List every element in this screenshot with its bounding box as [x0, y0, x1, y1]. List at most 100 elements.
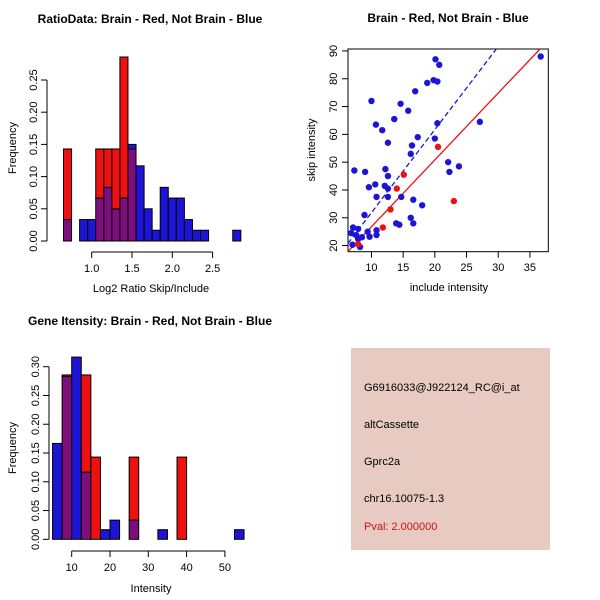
- gene-intensity-plot-area: 0.00 0.05 0.10 0.15 0.20 0.25 0.30 10 20 30 40 50: [30, 356, 245, 574]
- data-point-blue: [398, 193, 405, 201]
- data-point-blue: [354, 225, 362, 233]
- data-point-blue: [384, 193, 392, 201]
- scatter-panel: Brain - Red, Not Brain - Blue include in…: [306, 11, 549, 294]
- y-tick-label: 90: [328, 45, 340, 57]
- data-point-blue: [396, 221, 403, 228]
- data-point-blue: [351, 167, 358, 174]
- x-tick-label: 10: [365, 262, 377, 274]
- y-tick-label: 20: [328, 239, 340, 251]
- data-point-blue: [407, 214, 414, 221]
- data-point-blue: [366, 233, 373, 240]
- hist-bar-blue: [232, 229, 242, 242]
- hist-bar-blue: [79, 219, 89, 242]
- hist-bar-red: [90, 456, 101, 540]
- hist-bar-blue: [191, 229, 202, 242]
- hist-bar-overlap: [80, 471, 92, 540]
- plot-box: [347, 48, 549, 253]
- data-point-blue: [361, 168, 369, 176]
- data-point-red: [354, 240, 362, 248]
- hist-bar-red: [176, 456, 188, 540]
- data-point-blue: [347, 229, 355, 237]
- scatter-title: Brain - Red, Not Brain - Blue: [367, 11, 529, 25]
- data-point-red: [450, 197, 458, 205]
- gene-intensity-ylabel: Frequency: [7, 422, 19, 474]
- data-point-blue: [364, 228, 371, 235]
- data-point-blue: [397, 100, 404, 107]
- y-tick-label: 70: [328, 100, 340, 112]
- x-tick-label: 25: [460, 262, 472, 274]
- x-tick-label: 10: [66, 562, 78, 574]
- data-point-blue: [372, 121, 380, 128]
- y-tick-label: 0.10: [30, 471, 42, 492]
- data-point-blue: [349, 241, 356, 248]
- data-point-blue: [537, 53, 544, 60]
- data-point-blue: [407, 150, 414, 158]
- y-tick-label: 0.20: [28, 101, 40, 122]
- y-tick-label: 0.20: [30, 414, 42, 435]
- y-tick-label: 0.05: [30, 500, 42, 521]
- x-tick-label: 2.0: [165, 263, 180, 275]
- data-point-blue: [436, 61, 443, 69]
- ratio-histogram-plot-area: 0.00 0.05 0.10 0.15 0.20 0.25 1.0 1.5 2.0 2.5: [28, 56, 242, 275]
- y-tick-label: 0.15: [30, 442, 42, 463]
- y-tick-label: 0.00: [30, 529, 42, 550]
- hist-bar-overlap: [61, 375, 73, 540]
- data-point-blue: [384, 185, 392, 192]
- data-point-blue: [476, 118, 484, 126]
- data-point-red: [379, 224, 387, 231]
- data-point-blue: [373, 231, 380, 239]
- data-point-blue: [372, 181, 379, 188]
- data-point-blue: [411, 88, 419, 95]
- data-point-blue: [379, 126, 386, 134]
- hist-bar-overlap: [127, 148, 137, 242]
- gene-name-text: Gprc2a: [364, 456, 401, 468]
- y-tick-label: 0.10: [28, 166, 40, 187]
- data-point-red: [387, 206, 394, 213]
- data-point-blue: [431, 135, 439, 142]
- data-point-blue: [391, 115, 398, 123]
- data-point-blue: [446, 168, 453, 176]
- hist-bar-red: [61, 374, 73, 377]
- hist-bar-blue: [109, 519, 121, 540]
- x-tick-label: 1.0: [84, 263, 99, 275]
- hist-bar-blue: [183, 219, 193, 242]
- y-tick-label: 60: [328, 128, 340, 140]
- scatter-plot-area: 10 15 20 25 30 35 20 30 40 50 60 70 80 90: [328, 45, 549, 274]
- scatter-ylabel: skip intensity: [306, 118, 318, 181]
- hist-bar-blue: [87, 219, 97, 242]
- hist-bar-overlap: [95, 197, 105, 242]
- hist-bar-blue: [127, 143, 137, 150]
- data-point-blue: [382, 165, 389, 173]
- data-point-blue: [408, 142, 416, 149]
- hist-bar-blue: [233, 529, 245, 540]
- hist-bar-overlap: [119, 197, 129, 242]
- y-tick-label: 30: [328, 212, 340, 224]
- hist-bar-blue: [167, 197, 177, 242]
- hist-bar-blue: [99, 529, 111, 540]
- hist-bar-overlap: [103, 186, 113, 242]
- hist-bar-blue: [52, 442, 63, 540]
- data-point-blue: [365, 183, 373, 191]
- pval-text: Pval: 2.000000: [364, 521, 438, 533]
- data-point-blue: [430, 76, 437, 84]
- x-tick-label: 20: [104, 562, 116, 574]
- hist-bar-blue: [143, 208, 153, 242]
- ratio-histogram-ylabel: Frequency: [7, 122, 19, 174]
- locus-text: chr16.10075-1.3: [364, 493, 445, 505]
- data-point-blue: [349, 224, 357, 231]
- data-point-blue: [368, 97, 375, 105]
- event-type-text: altCassette: [364, 419, 420, 431]
- x-tick-label: 50: [219, 562, 231, 574]
- hist-bar-overlap: [62, 219, 73, 242]
- x-tick-label: 30: [142, 562, 154, 574]
- hist-bar-red: [103, 148, 113, 188]
- x-tick-label: 40: [180, 562, 192, 574]
- hist-bar-blue: [151, 229, 161, 242]
- x-tick-label: 20: [429, 262, 441, 274]
- regression-line-red: [347, 48, 541, 252]
- y-tick-label: 50: [328, 156, 340, 168]
- x-tick-label: 15: [397, 262, 409, 274]
- data-point-blue: [410, 196, 417, 203]
- data-point-blue: [405, 107, 412, 114]
